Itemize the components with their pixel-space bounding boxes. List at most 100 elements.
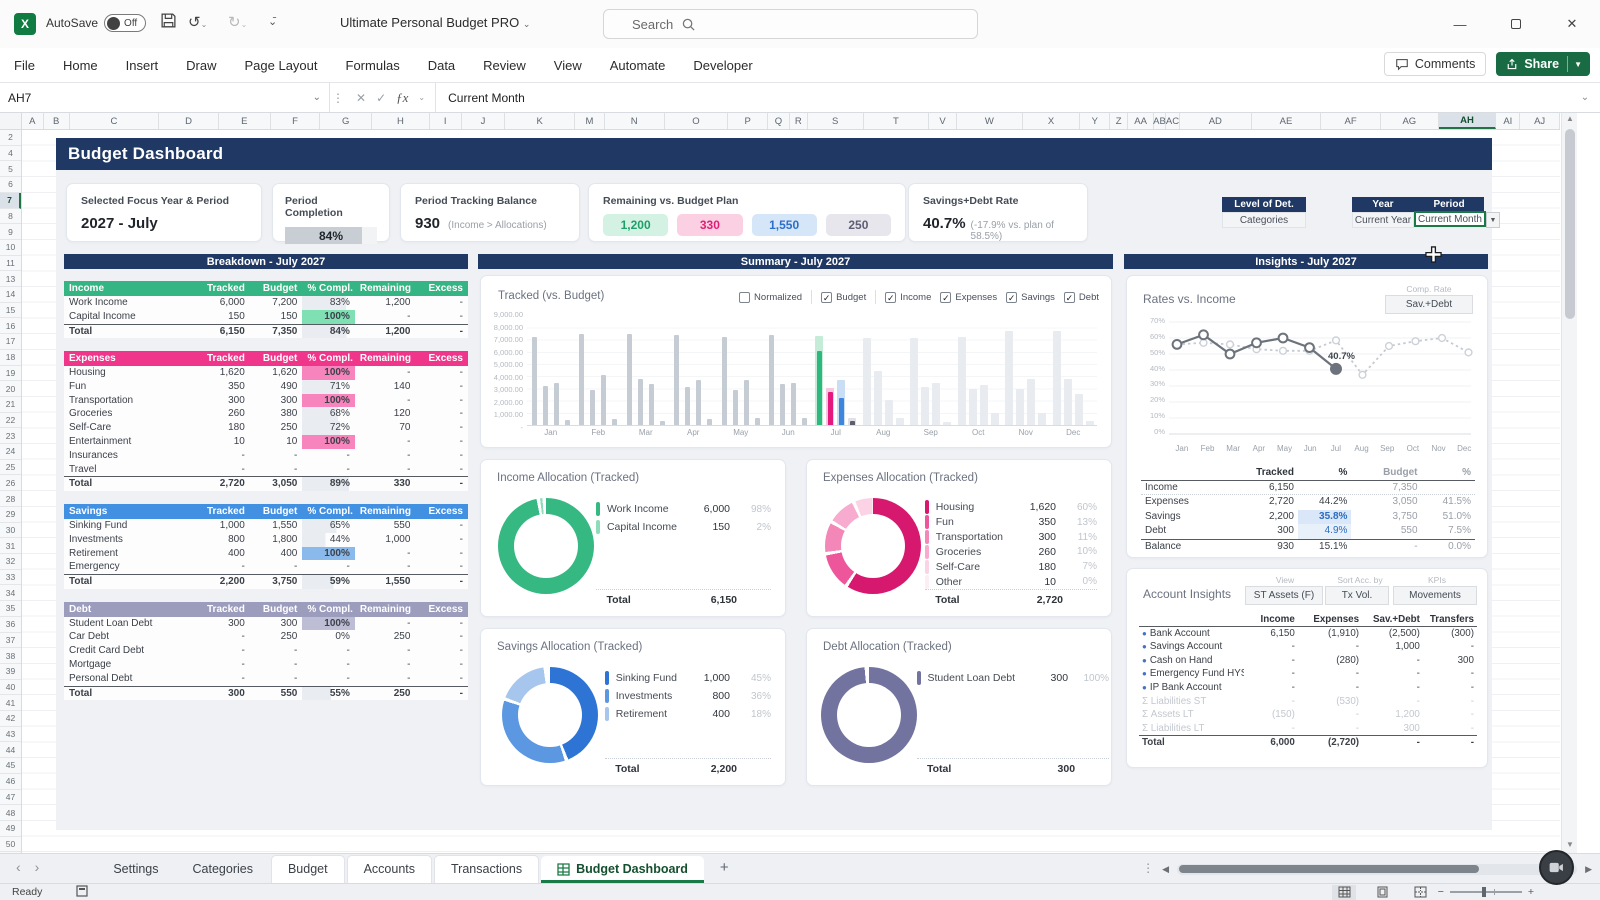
ribbon-tab-developer[interactable]: Developer — [693, 58, 753, 73]
column-header-Q[interactable]: Q — [768, 113, 790, 129]
sheet-tab-settings[interactable]: Settings — [113, 862, 159, 876]
formula-bar-expand-icon[interactable]: ⌄ — [1580, 92, 1590, 103]
row-header-15[interactable]: 15 — [0, 303, 21, 319]
column-header-O[interactable]: O — [665, 113, 729, 129]
share-dropdown-icon[interactable]: ▼ — [1574, 59, 1582, 69]
row-header-32[interactable]: 32 — [0, 554, 21, 570]
undo-button[interactable]: ↺⌄ — [188, 14, 208, 31]
row-header-42[interactable]: 42 — [0, 711, 21, 727]
row-header-22[interactable]: 22 — [0, 413, 21, 429]
row-header-26[interactable]: 26 — [0, 475, 21, 492]
row-header-24[interactable]: 24 — [0, 444, 21, 460]
column-header-AB[interactable]: AB — [1153, 113, 1167, 129]
checkbox-box-normalized[interactable] — [739, 291, 751, 303]
column-header-B[interactable]: B — [44, 113, 70, 129]
period-dropdown-icon[interactable]: ▼ — [1486, 212, 1500, 228]
search-input[interactable]: Search — [603, 9, 978, 39]
column-header-H[interactable]: H — [372, 113, 430, 129]
row-header-34[interactable]: 34 — [0, 585, 21, 602]
column-header-AI[interactable]: AI — [1496, 113, 1521, 129]
ribbon-tab-insert[interactable]: Insert — [125, 58, 159, 73]
namebox-dropdown-icon[interactable]: ⌄ — [312, 92, 321, 103]
horizontal-scrollbar[interactable] — [1177, 863, 1578, 875]
page-layout-view-button[interactable] — [1370, 885, 1394, 900]
row-header-40[interactable]: 40 — [0, 680, 21, 696]
row-header-38[interactable]: 38 — [0, 648, 21, 664]
excel-app-icon[interactable]: X — [14, 13, 36, 35]
row-header-5[interactable]: 5 — [0, 161, 21, 178]
ribbon-tab-data[interactable]: Data — [427, 58, 456, 73]
row-header-11[interactable]: 11 — [0, 256, 21, 272]
checkbox-box-savings[interactable]: ✓ — [1006, 291, 1018, 303]
column-header-N[interactable]: N — [605, 113, 665, 129]
row-header-44[interactable]: 44 — [0, 742, 21, 759]
row-header-39[interactable]: 39 — [0, 664, 21, 680]
vertical-scroll-thumb[interactable] — [1565, 129, 1575, 319]
checkbox-box-debt[interactable]: ✓ — [1063, 291, 1075, 303]
column-header-E[interactable]: E — [219, 113, 271, 129]
row-header-20[interactable]: 20 — [0, 381, 21, 397]
row-header-29[interactable]: 29 — [0, 507, 21, 523]
row-header-30[interactable]: 30 — [0, 523, 21, 539]
column-header-AG[interactable]: AG — [1381, 113, 1439, 129]
formula-input[interactable]: Current Month — [448, 90, 525, 105]
sheet-tab-accounts[interactable]: Accounts — [346, 855, 433, 883]
scroll-up-icon[interactable]: ▲ — [1566, 114, 1574, 123]
row-header-6[interactable]: 6 — [0, 177, 21, 193]
save-icon[interactable] — [160, 12, 177, 33]
comp-rate-button[interactable]: Sav.+Debt — [1385, 295, 1473, 314]
document-title[interactable]: Ultimate Personal Budget PRO ⌄ — [340, 15, 531, 30]
zoom-slider-thumb[interactable] — [1481, 887, 1486, 897]
ribbon-tab-automate[interactable]: Automate — [609, 58, 666, 73]
quick-access-menu-icon[interactable]: ⌄̄ — [268, 16, 278, 28]
prev-sheet-icon[interactable]: ‹ — [16, 859, 21, 875]
ribbon-tab-page-layout[interactable]: Page Layout — [244, 58, 318, 73]
close-button[interactable]: ✕ — [1566, 16, 1578, 31]
column-header-R[interactable]: R — [790, 113, 808, 129]
hscroll-right-icon[interactable]: ▶ — [1585, 863, 1592, 874]
column-header-I[interactable]: I — [430, 113, 462, 129]
ribbon-tab-formulas[interactable]: Formulas — [345, 58, 400, 73]
row-header-18[interactable]: 18 — [0, 350, 21, 366]
ribbon-tab-file[interactable]: File — [14, 58, 35, 73]
checkbox-savings[interactable]: ✓ Savings — [1006, 291, 1055, 303]
column-header-C[interactable]: C — [70, 113, 160, 129]
row-header-21[interactable]: 21 — [0, 397, 21, 413]
sheet-tab-categories[interactable]: Categories — [192, 862, 253, 876]
column-header-F[interactable]: F — [271, 113, 321, 129]
row-header-14[interactable]: 14 — [0, 287, 21, 303]
row-header-9[interactable]: 9 — [0, 224, 21, 240]
column-header-M[interactable]: M — [575, 113, 605, 129]
vertical-scrollbar[interactable]: ▲ ▼ — [1561, 113, 1577, 853]
row-header-46[interactable]: 46 — [0, 774, 21, 790]
confirm-entry-icon[interactable]: ✓ — [376, 90, 387, 105]
row-header-25[interactable]: 25 — [0, 460, 21, 476]
page-break-view-button[interactable] — [1408, 885, 1432, 900]
row-header-37[interactable]: 37 — [0, 633, 21, 649]
period-selector-active-cell[interactable]: Current Month — [1414, 211, 1486, 227]
sort-button[interactable]: Tx Vol. — [1325, 586, 1389, 605]
horizontal-scroll-thumb[interactable] — [1179, 865, 1480, 873]
zoom-out-button[interactable]: − — [1437, 886, 1444, 898]
kpis-button[interactable]: Movements — [1393, 586, 1477, 605]
column-header-G[interactable]: G — [320, 113, 373, 129]
column-headers[interactable]: A B C D E F G H I J K M N O P Q R S T V W X Y Z AA AB AC AD AE AF AG AH… — [0, 113, 1561, 130]
redo-button[interactable]: ↻⌄ — [228, 14, 248, 31]
column-header-AC[interactable]: AC — [1166, 113, 1181, 129]
maximize-button[interactable] — [1488, 0, 1544, 48]
tab-options-icon[interactable]: ⋮ — [1142, 861, 1155, 875]
comments-button[interactable]: Comments — [1383, 52, 1487, 76]
formula-bar-options-icon[interactable]: ⋮ — [332, 90, 344, 105]
row-header-13[interactable]: 13 — [0, 271, 21, 288]
row-header-17[interactable]: 17 — [0, 334, 21, 350]
column-header-K[interactable]: K — [505, 113, 576, 129]
column-header-J[interactable]: J — [462, 113, 506, 129]
column-header-X[interactable]: X — [1023, 113, 1081, 129]
row-headers[interactable]: 2 4 5 6 7 8 9 10 11 13 14 15 16 17 18 19 20 21 22 23 24 25 26 2… — [0, 130, 22, 853]
checkbox-box-income[interactable]: ✓ — [885, 291, 897, 303]
row-header-49[interactable]: 49 — [0, 821, 21, 837]
year-selector[interactable]: Current Year — [1352, 212, 1414, 228]
worksheet[interactable]: Budget Dashboard Selected Focus Year & P… — [22, 130, 1560, 853]
zoom-slider[interactable] — [1449, 887, 1522, 897]
checkbox-budget[interactable]: ✓ Budget — [821, 291, 867, 303]
